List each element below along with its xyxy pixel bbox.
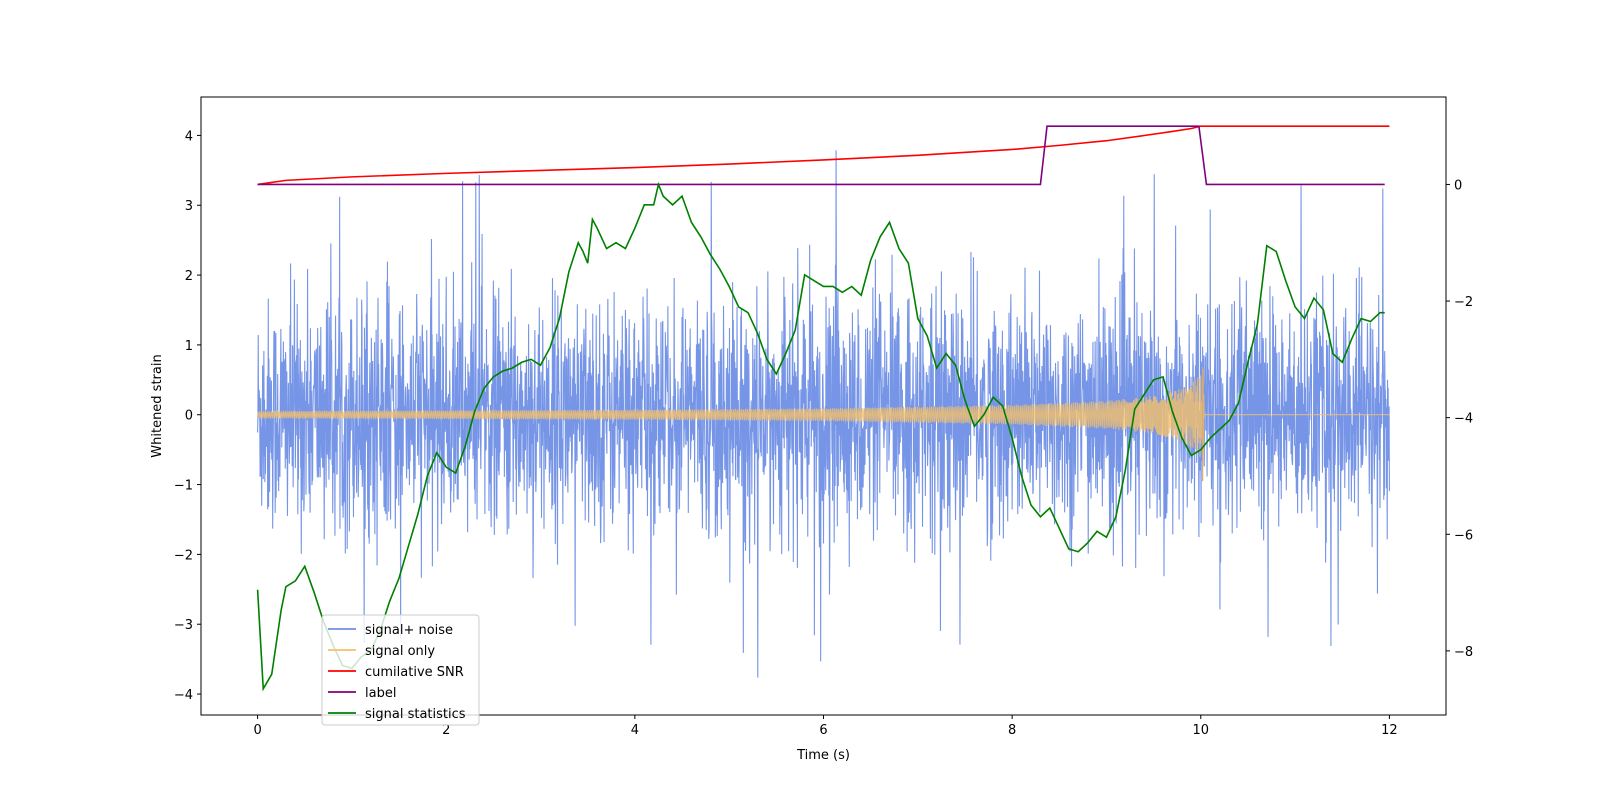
series-signal-statistics <box>256 181 1385 692</box>
legend-label: signal only <box>365 644 435 659</box>
x-tick-label: 4 <box>631 723 639 738</box>
y-tick-label: 4 <box>185 129 193 144</box>
y-tick-label: 0 <box>185 409 193 424</box>
legend-label: cumilative SNR <box>365 665 464 680</box>
y-tick-label: 1 <box>185 339 193 354</box>
y2-tick-label: −2 <box>1454 295 1473 310</box>
x-tick-label: 10 <box>1192 723 1209 738</box>
y2-tick-label: 0 <box>1454 178 1462 193</box>
x-tick-label: 2 <box>442 723 450 738</box>
y2-tick-label: −4 <box>1454 412 1473 427</box>
x-tick-label: 0 <box>253 723 261 738</box>
y2-tick-label: −8 <box>1454 645 1473 660</box>
y-tick-label: −2 <box>174 548 193 563</box>
series-signal-only <box>257 369 1390 461</box>
y2-tick-label: −6 <box>1454 528 1473 543</box>
plot-area <box>256 125 1390 692</box>
y-tick-label: −1 <box>174 479 193 494</box>
y-tick-label: 2 <box>185 269 193 284</box>
series-label <box>257 125 1385 186</box>
series-cumulative-snr <box>257 125 1390 186</box>
y-tick-label: −3 <box>174 618 193 633</box>
legend: signal+ noise signal only cumilative SNR la… <box>321 614 480 726</box>
legend-label: signal+ noise <box>365 623 453 638</box>
legend-label: signal statistics <box>365 707 466 722</box>
legend-label: label <box>365 686 396 701</box>
x-tick-label: 12 <box>1381 723 1398 738</box>
legend-box <box>321 614 480 726</box>
x-tick-label: 8 <box>1008 723 1016 738</box>
y-axis-label: Whitened strain <box>150 354 165 457</box>
x-tick-label: 6 <box>819 723 827 738</box>
y-tick-label: 3 <box>185 199 193 214</box>
x-axis-label: Time (s) <box>796 748 850 763</box>
y-tick-label: −4 <box>174 688 193 703</box>
